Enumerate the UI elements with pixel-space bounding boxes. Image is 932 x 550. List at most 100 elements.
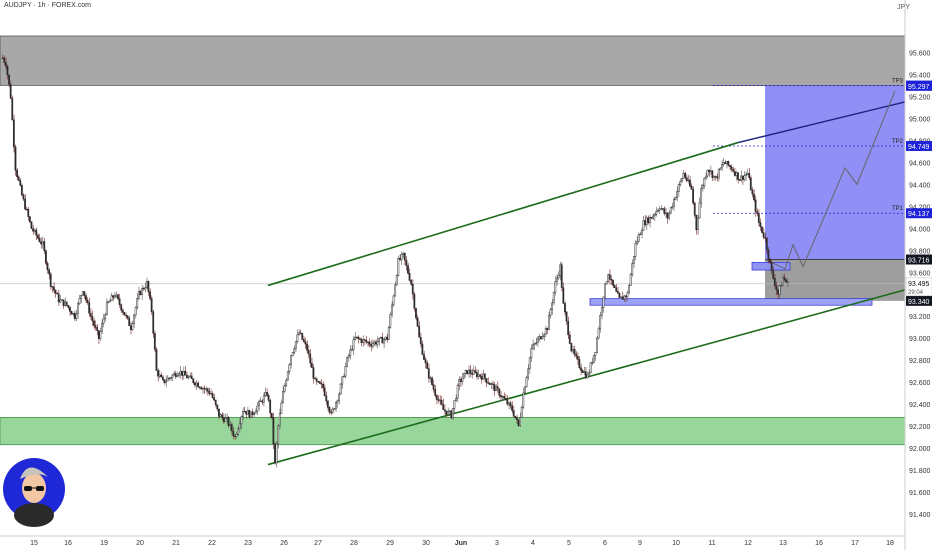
- candle: [618, 292, 621, 299]
- candle: [648, 214, 651, 228]
- candle: [210, 388, 212, 395]
- candle: [86, 297, 89, 305]
- candle: [301, 332, 304, 341]
- support-box: [589, 298, 873, 306]
- candle: [512, 405, 515, 418]
- candle: [214, 399, 217, 408]
- candle: [775, 281, 778, 296]
- candle: [541, 331, 544, 340]
- candle: [342, 373, 345, 378]
- candle: [538, 333, 541, 342]
- candle: [221, 412, 224, 421]
- candle: [687, 174, 690, 184]
- candle: [378, 337, 381, 347]
- x-tick-label: 9: [638, 540, 642, 547]
- candle: [722, 158, 725, 167]
- candle: [213, 393, 216, 402]
- candle: [216, 404, 219, 412]
- tp-label: TP1: [892, 206, 904, 212]
- candle: [759, 218, 762, 231]
- candle: [128, 315, 131, 326]
- candle: [624, 294, 627, 302]
- candle: [277, 424, 280, 449]
- candle: [459, 376, 462, 388]
- candle: [107, 300, 110, 304]
- candle: [706, 169, 709, 178]
- candle: [83, 291, 86, 299]
- candle: [757, 209, 760, 227]
- candle: [535, 337, 538, 346]
- candle: [729, 164, 731, 171]
- candle: [333, 408, 336, 410]
- candle: [302, 335, 305, 343]
- candle: [328, 405, 331, 415]
- candle: [437, 395, 440, 404]
- candle: [472, 365, 475, 375]
- candle: [96, 324, 99, 336]
- candle: [677, 183, 680, 197]
- candle: [205, 386, 207, 394]
- candle: [293, 345, 296, 355]
- candle: [362, 335, 364, 347]
- candle: [291, 352, 294, 357]
- candle: [163, 379, 166, 385]
- candle: [91, 310, 94, 326]
- candle: [139, 290, 142, 296]
- candle: [575, 351, 578, 360]
- candle: [616, 286, 619, 294]
- candle: [432, 379, 435, 393]
- candle: [365, 335, 368, 345]
- x-tick-label: 16: [815, 540, 823, 547]
- candle: [354, 331, 356, 341]
- candle: [30, 221, 33, 229]
- candle: [467, 365, 470, 378]
- candle: [251, 408, 254, 419]
- candle: [394, 281, 397, 297]
- candle: [304, 337, 307, 349]
- candle: [89, 308, 92, 320]
- candle: [153, 330, 156, 353]
- candle: [243, 406, 246, 413]
- candle: [379, 336, 382, 339]
- candle: [612, 279, 614, 288]
- candle: [717, 168, 720, 182]
- candle: [421, 340, 424, 356]
- entry-tag-label: 93.716: [908, 258, 930, 265]
- candle: [246, 406, 249, 415]
- candle: [285, 378, 288, 388]
- candle: [245, 411, 248, 419]
- candle: [36, 232, 39, 240]
- candle: [615, 284, 618, 292]
- candle: [705, 172, 707, 181]
- candle: [668, 210, 670, 221]
- candle: [149, 288, 151, 301]
- candle: [105, 298, 108, 316]
- x-tick-label: 5: [567, 540, 571, 547]
- candle: [310, 357, 313, 368]
- candle: [318, 380, 321, 385]
- candle: [224, 413, 227, 423]
- candle: [709, 165, 712, 175]
- candle: [647, 215, 650, 225]
- candle: [54, 289, 57, 298]
- candle: [620, 296, 622, 298]
- candle: [261, 399, 264, 405]
- candle: [431, 376, 433, 386]
- candle: [517, 419, 520, 428]
- candle: [475, 369, 478, 380]
- candle: [439, 395, 441, 406]
- candle: [522, 387, 525, 409]
- y-tick-label: 92.400: [909, 402, 931, 409]
- candle: [634, 240, 637, 260]
- candle: [419, 332, 422, 348]
- candle: [258, 399, 260, 411]
- candle: [564, 301, 566, 316]
- avatar-hair: [20, 467, 48, 479]
- candle: [125, 312, 127, 319]
- candle: [4, 57, 7, 70]
- candle: [568, 331, 571, 345]
- candle: [360, 337, 363, 347]
- candle: [294, 340, 297, 352]
- stop-tag: [906, 295, 932, 306]
